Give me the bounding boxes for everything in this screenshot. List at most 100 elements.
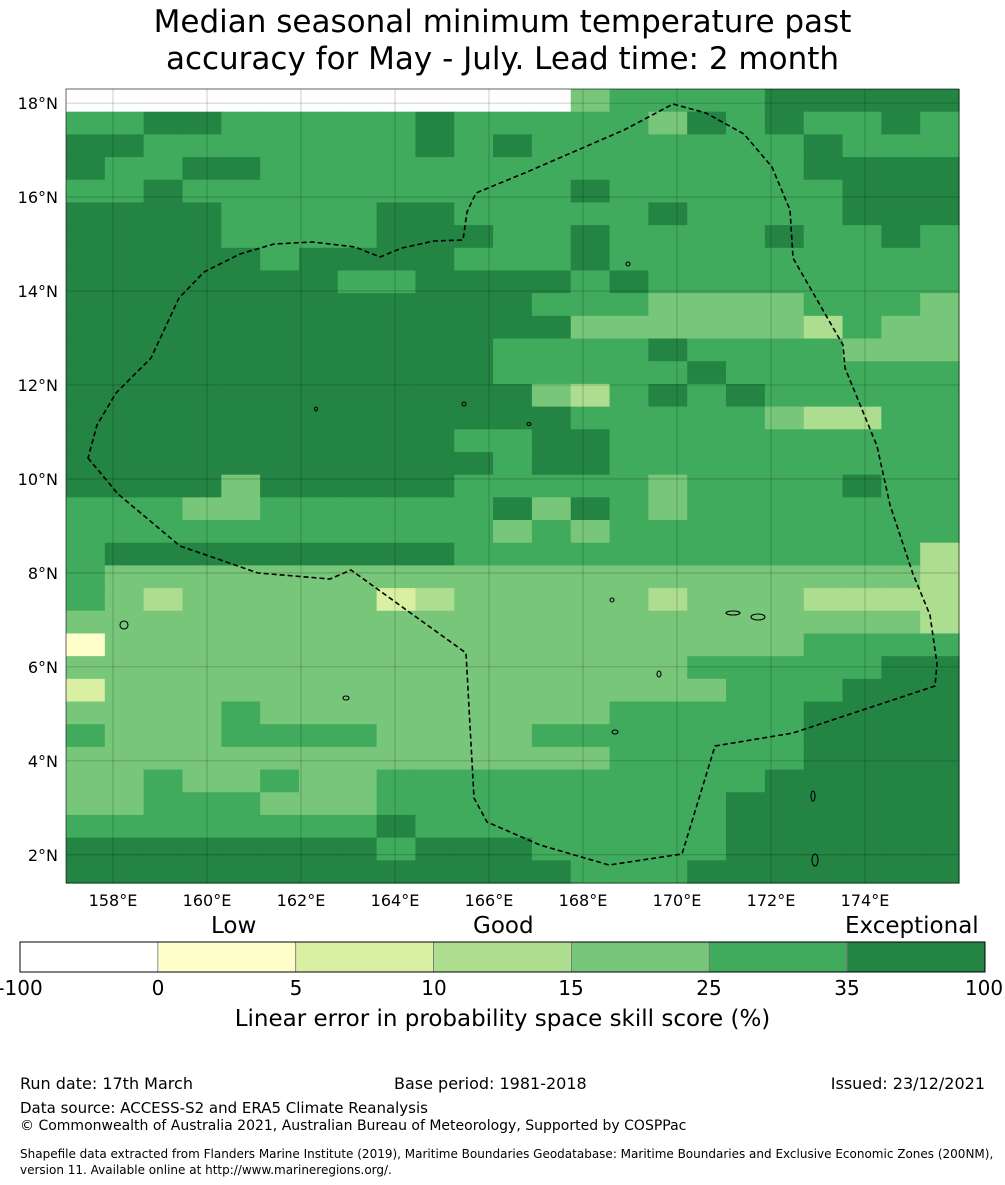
skill-cell: [415, 701, 455, 725]
skill-cell: [648, 860, 688, 884]
skill-cell: [104, 610, 145, 635]
skill-cell: [881, 724, 921, 748]
skill-cell: [454, 656, 494, 680]
skill-cell: [104, 701, 145, 725]
skill-cell: [920, 293, 960, 317]
skill-cell: [570, 746, 611, 771]
skill-cell: [221, 860, 261, 884]
skill-cell: [221, 202, 261, 226]
skill-cell: [376, 542, 417, 566]
skill-cell: [726, 542, 766, 566]
skill-cell: [337, 406, 378, 430]
skill-cell: [376, 769, 417, 793]
longitude-label: 166°E: [465, 891, 514, 910]
skill-cell: [687, 429, 727, 453]
skill-cell: [881, 293, 921, 317]
skill-cell: [143, 814, 184, 839]
skill-cell: [221, 111, 261, 135]
skill-cell: [803, 769, 844, 793]
skill-cell: [648, 656, 688, 680]
map-frame: [65, 88, 960, 884]
skill-cell: [648, 179, 688, 204]
skill-cell: [920, 610, 960, 635]
skill-cell: [143, 678, 184, 703]
skill-cell: [221, 678, 261, 703]
skill-cell: [726, 406, 766, 430]
skill-cell: [182, 837, 222, 861]
skill-cell: [260, 724, 300, 748]
colorbar: [19, 941, 986, 973]
copyright: © Commonwealth of Australia 2021, Austra…: [20, 1118, 687, 1134]
skill-cell: [531, 814, 572, 839]
skill-cell: [764, 225, 805, 249]
skill-cell: [570, 179, 611, 204]
skill-cell: [415, 111, 455, 135]
skill-cell: [570, 293, 611, 317]
skill-cell: [221, 361, 261, 385]
skill-cell: [570, 202, 611, 226]
skill-cell: [260, 610, 300, 635]
skill-cell: [493, 134, 533, 158]
skill-cell: [609, 860, 649, 884]
skill-cell: [376, 792, 417, 816]
skill-cell: [260, 179, 300, 204]
skill-cell: [298, 678, 339, 703]
skill-cell: [143, 837, 184, 861]
skill-cell: [454, 746, 494, 771]
skill-cell: [803, 406, 844, 430]
skill-cell: [803, 701, 844, 725]
skill-cell: [687, 406, 727, 430]
skill-cell: [376, 520, 417, 544]
skill-cell: [687, 837, 727, 861]
skill-cell: [803, 451, 844, 476]
skill-cell: [648, 383, 688, 408]
skill-cell: [687, 814, 727, 839]
skill-cell: [337, 338, 378, 362]
skill-cell: [182, 610, 222, 635]
skill-cell: [182, 270, 222, 294]
skill-cell: [454, 678, 494, 703]
skill-cell: [298, 860, 339, 884]
island: [811, 853, 819, 867]
skill-cell: [66, 497, 106, 521]
skill-cell: [920, 814, 960, 839]
skill-cell: [415, 315, 455, 340]
skill-cell: [726, 157, 766, 181]
skill-cell: [687, 769, 727, 793]
skill-cell: [609, 157, 649, 181]
skill-cell: [726, 588, 766, 612]
skill-cell: [298, 656, 339, 680]
skill-cell: [803, 610, 844, 635]
latitude-label: 10°N: [18, 470, 58, 489]
skill-cell: [920, 225, 960, 249]
skill-cell: [842, 497, 882, 521]
skill-cell: [298, 701, 339, 725]
skill-cell: [687, 678, 727, 703]
skill-cell: [726, 429, 766, 453]
skill-cell: [493, 610, 533, 635]
skill-cell: [182, 633, 222, 657]
skill-cell: [104, 633, 145, 657]
skill-cell: [842, 315, 882, 340]
skill-cell: [221, 792, 261, 816]
skill-cell: [609, 746, 649, 771]
skill-cell: [726, 837, 766, 861]
skill-cell: [648, 769, 688, 793]
skill-cell: [376, 247, 417, 272]
skill-cell: [609, 270, 649, 294]
longitude-label: 168°E: [559, 891, 608, 910]
skill-cell: [415, 633, 455, 657]
skill-cell: [531, 588, 572, 612]
latitude-label: 14°N: [18, 282, 58, 301]
skill-cell: [764, 837, 805, 861]
skill-cell: [143, 406, 184, 430]
skill-cell: [104, 383, 145, 408]
skill-cell: [570, 451, 611, 476]
skill-cell: [803, 497, 844, 521]
skill-cell: [104, 157, 145, 181]
colorbar-segment: [157, 941, 297, 973]
skill-cell: [726, 678, 766, 703]
skill-cell: [182, 769, 222, 793]
skill-cell: [221, 429, 261, 453]
